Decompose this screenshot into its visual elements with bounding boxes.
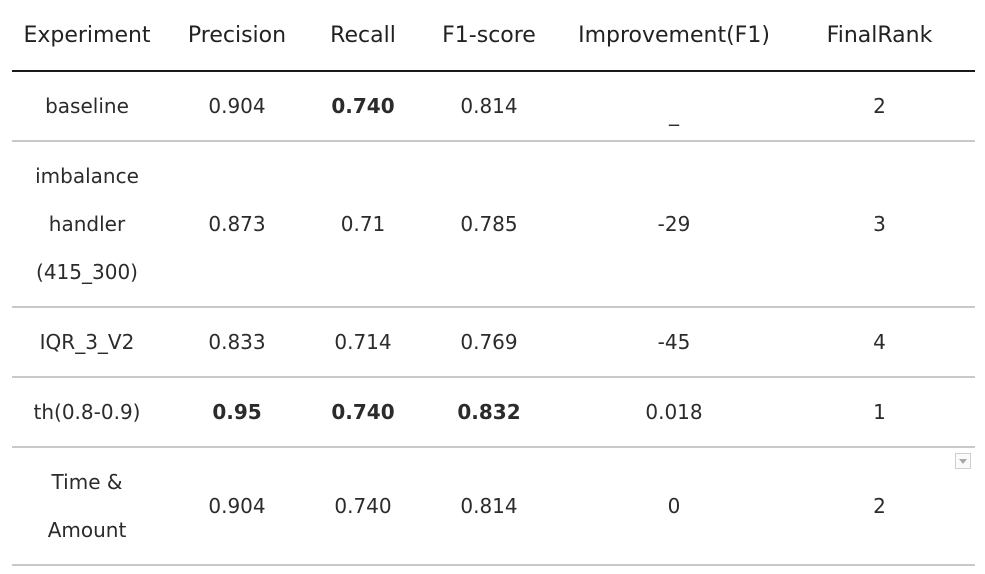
cell-experiment: imbalance handler (415_300) (12, 141, 162, 308)
experiment-label: IQR_3_V2 (39, 330, 135, 354)
table-row: th(0.8-0.9) 0.95 0.740 0.832 0.018 1 (12, 377, 975, 448)
cell-experiment: IQR_3_V2 (12, 307, 162, 378)
cell-rank: 2 (784, 447, 975, 566)
cell-precision: 0.904 (162, 71, 312, 142)
cell-improvement: _ (564, 71, 784, 142)
table-row: IQR_3_V2 0.833 0.714 0.769 -45 4 (12, 307, 975, 378)
cell-rank: 4 (784, 307, 975, 378)
cell-precision: 0.95 (162, 377, 312, 448)
cell-precision: 0.873 (162, 141, 312, 308)
cell-improvement: -29 (564, 141, 784, 308)
cell-improvement: -45 (564, 307, 784, 378)
experiment-label: Time & Amount (47, 470, 127, 542)
improvement-value: _ (669, 102, 679, 126)
table-row: baseline 0.904 0.740 0.814 _ 2 (12, 71, 975, 142)
header-experiment: Experiment (12, 0, 162, 72)
table-row: Time & Amount 0.904 0.740 0.814 0 2 (12, 447, 975, 566)
cell-recall: 0.71 (312, 141, 414, 308)
cell-f1: 0.785 (414, 141, 564, 308)
cell-improvement: 0.018 (564, 377, 784, 448)
cell-f1: 0.814 (414, 71, 564, 142)
cell-f1: 0.832 (414, 377, 564, 448)
header-recall: Recall (312, 0, 414, 72)
cell-experiment: th(0.8-0.9) (12, 377, 162, 448)
experiment-label: baseline (45, 94, 129, 118)
table-row: imbalance handler (415_300) 0.873 0.71 0… (12, 141, 975, 308)
experiment-label: imbalance handler (415_300) (35, 164, 139, 284)
cell-improvement: 0 (564, 447, 784, 566)
header-final-rank: FinalRank (784, 0, 975, 72)
dropdown-arrow-glyph (959, 459, 967, 464)
cell-f1: 0.814 (414, 447, 564, 566)
cell-recall: 0.740 (312, 71, 414, 142)
cell-experiment: Time & Amount (12, 447, 162, 566)
cell-recall: 0.714 (312, 307, 414, 378)
header-improvement: Improvement(F1) (564, 0, 784, 72)
dropdown-arrow-icon[interactable] (955, 453, 971, 469)
header-precision: Precision (162, 0, 312, 72)
cell-rank: 2 (784, 71, 975, 142)
results-table: Experiment Precision Recall F1-score Imp… (12, 0, 975, 566)
cell-precision: 0.904 (162, 447, 312, 566)
cell-rank: 3 (784, 141, 975, 308)
cell-recall: 0.740 (312, 377, 414, 448)
cell-experiment: baseline (12, 71, 162, 142)
cell-rank: 1 (784, 377, 975, 448)
cell-recall: 0.740 (312, 447, 414, 566)
cell-f1: 0.769 (414, 307, 564, 378)
cell-precision: 0.833 (162, 307, 312, 378)
experiment-label: th(0.8-0.9) (33, 400, 141, 424)
header-f1-score: F1-score (414, 0, 564, 72)
header-row: Experiment Precision Recall F1-score Imp… (12, 0, 975, 72)
